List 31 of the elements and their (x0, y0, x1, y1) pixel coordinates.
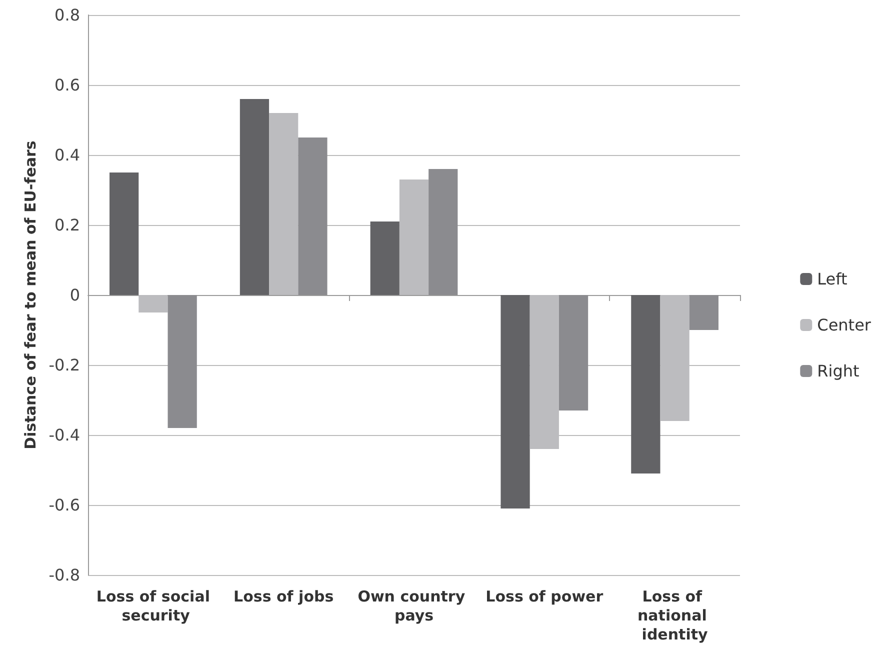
x-tick-label: Loss of jobs (234, 588, 334, 606)
legend-label: Center (817, 316, 872, 334)
legend-label: Left (817, 270, 848, 288)
bar (631, 295, 660, 474)
y-tick-label: -0.2 (48, 356, 80, 374)
y-tick-label: 0.2 (54, 216, 80, 234)
x-tick-label: Loss of national identity (638, 588, 712, 644)
x-tick-label: Own country pays (358, 588, 470, 624)
y-tick-label: -0.6 (48, 496, 80, 514)
bar (298, 138, 328, 295)
bar (500, 295, 530, 508)
bar (428, 169, 458, 295)
bar (370, 222, 400, 295)
y-tick-label: 0.6 (54, 76, 80, 94)
bar (168, 295, 197, 428)
bar (138, 295, 168, 312)
y-tick-label: -0.8 (48, 566, 80, 584)
y-axis-title: Distance of fear to mean of EU-fears (21, 140, 40, 450)
y-tick-label: 0 (70, 286, 80, 304)
bar (689, 295, 718, 330)
legend-label: Right (817, 362, 860, 380)
bar (110, 172, 139, 295)
bar (399, 180, 429, 295)
y-tick-label: 0.8 (54, 6, 80, 24)
bar (240, 99, 270, 295)
bar (558, 295, 588, 410)
bar (269, 113, 298, 295)
x-tick-label: Loss of power (486, 588, 604, 606)
y-tick-label: 0.4 (54, 146, 80, 164)
x-tick-label: Loss of social security (96, 588, 210, 624)
y-tick-label: -0.4 (48, 426, 80, 444)
